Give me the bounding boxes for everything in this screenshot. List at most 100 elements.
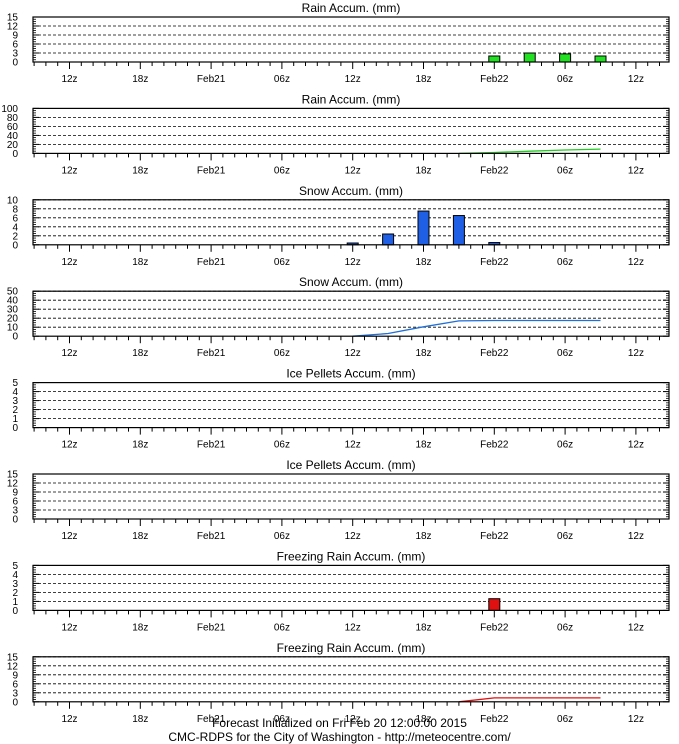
plot-frame <box>32 107 670 155</box>
data-line <box>458 697 601 703</box>
x-tick-label: 18z <box>415 622 431 633</box>
x-tick-label: 18z <box>415 440 431 451</box>
x-tick-label: 12z <box>628 622 644 633</box>
x-tick-label: 06z <box>557 440 573 451</box>
x-tick-label: Feb21 <box>197 165 226 176</box>
x-tick-label: 12z <box>61 257 77 268</box>
y-tick-label: 10 <box>7 323 19 334</box>
x-tick-label: 18z <box>132 622 148 633</box>
x-tick-label: Feb21 <box>197 348 226 359</box>
y-tick-label: 15 <box>7 652 19 663</box>
x-tick-label: 18z <box>415 74 431 85</box>
y-tick-label: 5 <box>12 561 18 572</box>
y-tick-label: 50 <box>7 287 19 298</box>
x-tick-label: 12z <box>628 714 644 725</box>
x-tick-label: 12z <box>61 714 77 725</box>
x-tick-label: 06z <box>557 165 573 176</box>
data-line <box>458 148 601 155</box>
x-tick-label: Feb22 <box>480 74 509 85</box>
plot-frame <box>32 199 670 246</box>
chart-title: Snow Accum. (mm) <box>299 184 403 198</box>
y-tick-label: 0 <box>12 240 18 251</box>
y-tick-label: 12 <box>7 22 19 33</box>
chart-title: Freezing Rain Accum. (mm) <box>277 641 426 655</box>
x-tick-label: 12z <box>61 74 77 85</box>
x-tick-label: 06z <box>274 531 290 542</box>
x-tick-label: 18z <box>132 165 148 176</box>
data-bar <box>488 598 501 611</box>
x-tick-label: 18z <box>415 348 431 359</box>
x-tick-label: 18z <box>415 531 431 542</box>
data-line <box>352 319 601 337</box>
y-tick-label: 3 <box>12 396 18 407</box>
y-tick-label: 3 <box>12 688 18 699</box>
y-tick-label: 3 <box>12 579 18 590</box>
x-tick-label: 06z <box>557 714 573 725</box>
y-tick-label: 0 <box>12 58 18 69</box>
x-tick-label: 06z <box>557 348 573 359</box>
x-tick-label: 12z <box>61 165 77 176</box>
y-tick-label: 10 <box>7 195 19 206</box>
y-tick-label: 4 <box>12 387 18 398</box>
x-tick-label: 12z <box>345 714 361 725</box>
data-bar <box>488 55 501 63</box>
y-tick-label: 0 <box>12 606 18 617</box>
x-tick-label: 18z <box>132 348 148 359</box>
x-tick-label: Feb22 <box>480 714 509 725</box>
y-tick-label: 9 <box>12 670 18 681</box>
x-tick-label: 12z <box>345 348 361 359</box>
x-tick-label: 12z <box>628 531 644 542</box>
y-tick-label: 6 <box>12 213 18 224</box>
x-tick-label: 06z <box>274 348 290 359</box>
y-tick-label: 0 <box>12 423 18 434</box>
x-tick-label: 12z <box>345 440 361 451</box>
y-tick-label: 4 <box>12 570 18 581</box>
y-tick-label: 3 <box>12 506 18 517</box>
chart-title: Ice Pellets Accum. (mm) <box>286 367 415 381</box>
y-tick-label: 30 <box>7 305 19 316</box>
y-tick-label: 20 <box>7 140 19 151</box>
x-tick-label: 18z <box>132 74 148 85</box>
x-tick-label: Feb21 <box>197 440 226 451</box>
y-tick-label: 6 <box>12 679 18 690</box>
x-tick-label: 18z <box>132 440 148 451</box>
x-tick-label: 12z <box>345 257 361 268</box>
x-tick-label: 06z <box>274 165 290 176</box>
footer-source-text: CMC-RDPS for the City of Washington - ht… <box>168 730 511 744</box>
y-tick-label: 5 <box>12 378 18 389</box>
plot-frame <box>32 656 670 703</box>
x-tick-label: 18z <box>415 714 431 725</box>
x-tick-label: 06z <box>274 440 290 451</box>
x-tick-label: 18z <box>415 257 431 268</box>
plot-frame <box>32 16 670 63</box>
y-tick-label: 100 <box>1 104 18 115</box>
x-tick-label: Feb22 <box>480 531 509 542</box>
x-tick-label: Feb22 <box>480 440 509 451</box>
y-tick-label: 2 <box>12 405 18 416</box>
x-tick-label: 12z <box>628 257 644 268</box>
y-tick-label: 6 <box>12 497 18 508</box>
x-tick-label: 12z <box>61 348 77 359</box>
data-bar <box>452 215 465 246</box>
x-tick-label: Feb21 <box>197 622 226 633</box>
y-tick-label: 15 <box>7 470 19 481</box>
x-tick-label: 12z <box>345 622 361 633</box>
x-tick-label: 06z <box>274 622 290 633</box>
chart-title: Ice Pellets Accum. (mm) <box>286 458 415 472</box>
x-tick-label: 12z <box>61 622 77 633</box>
y-tick-label: 2 <box>12 588 18 599</box>
chart-title: Rain Accum. (mm) <box>302 92 401 106</box>
x-tick-label: 06z <box>557 622 573 633</box>
x-tick-label: Feb22 <box>480 165 509 176</box>
x-tick-label: 12z <box>628 440 644 451</box>
y-tick-label: 0 <box>12 149 18 160</box>
x-tick-label: Feb22 <box>480 257 509 268</box>
y-tick-label: 40 <box>7 131 19 142</box>
y-tick-label: 6 <box>12 40 18 51</box>
x-tick-label: 12z <box>628 74 644 85</box>
x-tick-label: 12z <box>345 531 361 542</box>
y-tick-label: 2 <box>12 231 18 242</box>
y-tick-label: 12 <box>7 661 19 672</box>
x-tick-label: 06z <box>274 257 290 268</box>
